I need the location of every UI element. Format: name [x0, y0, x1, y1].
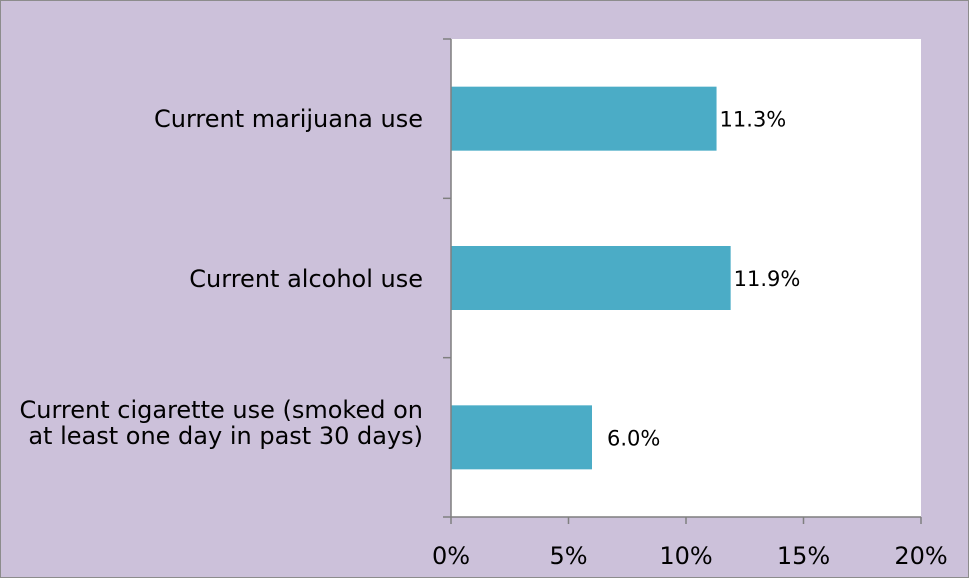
category-label-marijuana: Current marijuana use: [153, 105, 423, 133]
x-tick-label: 10%: [659, 542, 712, 570]
x-tick-label: 15%: [777, 542, 830, 570]
bar-marijuana: [451, 86, 717, 151]
x-tick-label: 20%: [894, 542, 947, 570]
category-label-alcohol: Current alcohol use: [189, 265, 423, 293]
x-tick-label: 0%: [432, 542, 470, 570]
category-label-cigarette: Current cigarette use (smoked on at leas…: [19, 396, 424, 450]
bar-cigarette: [451, 405, 592, 470]
data-label-marijuana: 11.3%: [720, 108, 787, 132]
bar-alcohol: [451, 246, 731, 310]
x-tick-label: 5%: [549, 542, 587, 570]
data-label-alcohol: 11.9%: [734, 267, 801, 291]
data-label-cigarette: 6.0%: [607, 426, 660, 450]
